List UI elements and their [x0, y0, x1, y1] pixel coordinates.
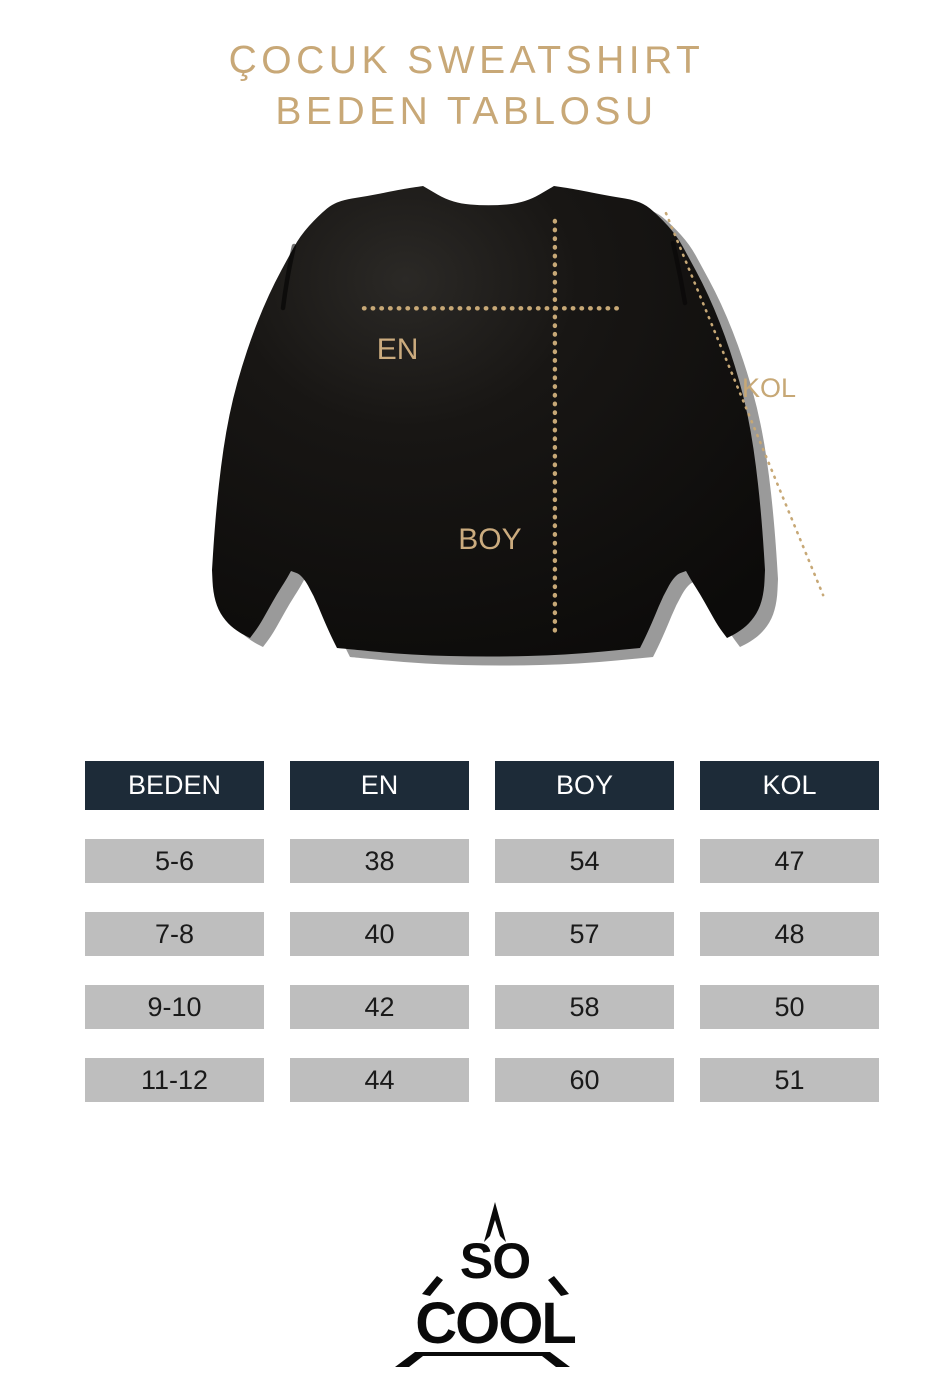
- svg-text:KOL: KOL: [742, 373, 796, 403]
- svg-text:EN: EN: [377, 333, 419, 366]
- svg-text:BOY: BOY: [458, 523, 521, 556]
- svg-text:SO: SO: [460, 1233, 530, 1289]
- svg-text:COOL: COOL: [415, 1291, 575, 1356]
